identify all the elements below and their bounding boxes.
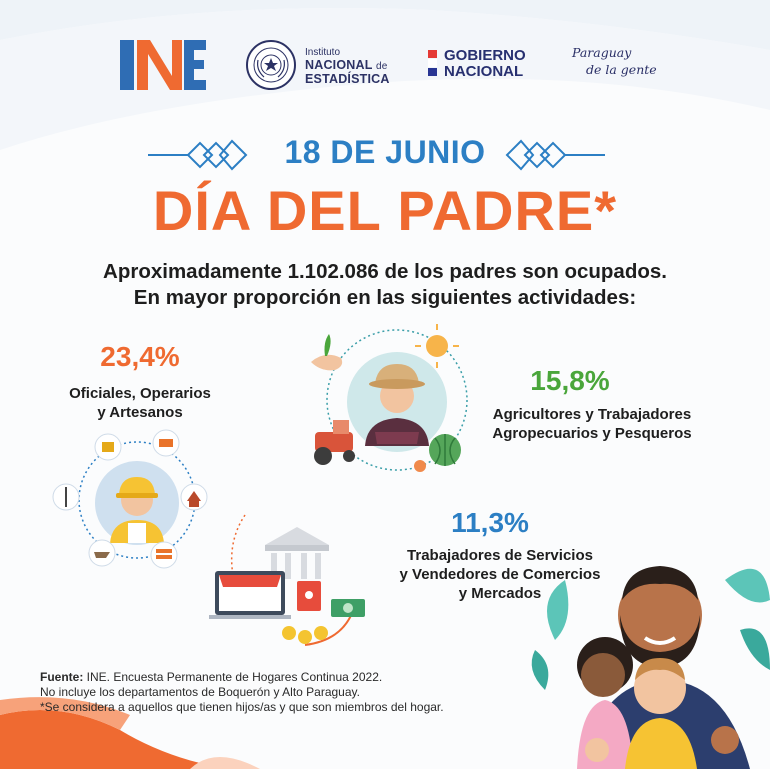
stat-label-line: Trabajadores de Servicios <box>407 547 593 564</box>
stat-label-line: Agropecuarios y Pesqueros <box>492 425 692 442</box>
construction-worker-icon <box>52 429 208 569</box>
institute-line3: ESTADÍSTICA <box>305 72 390 86</box>
institute-name: Instituto NACIONAL de ESTADÍSTICA <box>305 46 390 86</box>
source-label: Fuente: <box>40 670 84 684</box>
stat-percent-servicios: 11,3% <box>451 507 529 538</box>
institute-line1: Instituto <box>305 47 341 58</box>
diamond-ornament-icon <box>148 139 248 171</box>
slogan-line1: Paraguay <box>572 45 632 60</box>
stat-label-servicios: Trabajadores de Servicios y Vendedores d… <box>375 546 625 603</box>
intro-text: Aproximadamente 1.102.086 de los padres … <box>0 259 770 311</box>
stat-label-line: y Vendedores de Comercios <box>399 566 601 583</box>
footer-source: Fuente: INE. Encuesta Permanente de Hoga… <box>40 670 560 685</box>
ine-logo <box>120 40 206 90</box>
source-text: INE. Encuesta Permanente de Hogares Cont… <box>83 670 383 684</box>
stat-percent-agricultores: 15,8% <box>530 365 610 396</box>
footer-note: No incluye los departamentos de Boquerón… <box>40 685 360 699</box>
stat-label-artesanos: Oficiales, Operarios y Artesanos <box>30 384 250 422</box>
paraguay-slogan: Paraguay de la gente <box>572 44 672 78</box>
stat-label-line: Agricultores y Trabajadores <box>492 406 692 423</box>
institute-line2: NACIONAL de <box>305 59 390 73</box>
gobierno-flag-icon <box>428 50 437 76</box>
gobierno-line2: NACIONAL <box>444 63 524 80</box>
paraguay-seal-icon <box>246 40 296 90</box>
intro-line2: En mayor proporción en las siguientes ac… <box>133 286 637 309</box>
intro-line1: Aproximadamente 1.102.086 de los padres … <box>103 260 667 283</box>
gobierno-line1: GOBIERNO <box>444 47 526 64</box>
institute-nacional: NACIONAL <box>305 58 373 72</box>
slogan-line2: de la gente <box>586 62 657 77</box>
stat-label-line: y Mercados <box>458 585 542 602</box>
father-children-illustration <box>531 566 770 769</box>
diamond-ornament-icon <box>505 139 605 171</box>
stat-label-line: y Artesanos <box>97 404 183 421</box>
shop-bank-icon <box>209 514 365 646</box>
main-title: DÍA DEL PADRE* <box>152 179 618 242</box>
footer-note: *Se considera a aquellos que tienen hijo… <box>40 700 444 714</box>
date-title: 18 DE JUNIO <box>284 134 486 170</box>
gobierno-text: GOBIERNO NACIONAL <box>444 48 574 80</box>
footer-notes: Fuente: INE. Encuesta Permanente de Hoga… <box>40 670 560 715</box>
stat-percent-artesanos: 23,4% <box>100 341 180 372</box>
farmer-icon <box>311 324 468 472</box>
stat-label-agricultores: Agricultores y Trabajadores Agropecuario… <box>462 405 722 443</box>
stat-label-line: Oficiales, Operarios <box>69 385 211 402</box>
institute-de: de <box>376 61 388 72</box>
